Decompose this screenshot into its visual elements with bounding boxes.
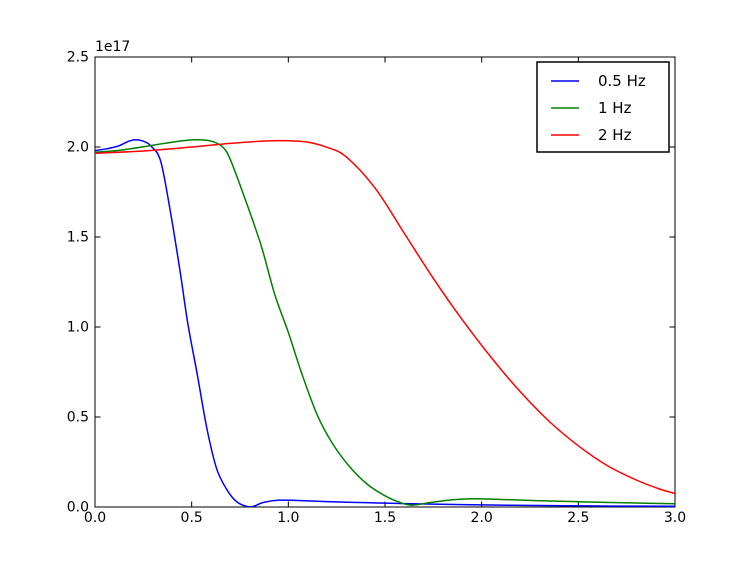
x-tick-label: 0.5 bbox=[181, 510, 203, 526]
x-tick-label: 2.5 bbox=[567, 510, 589, 526]
y-tick-label: 0.5 bbox=[67, 410, 89, 426]
y-tick-label: 1.5 bbox=[67, 230, 89, 246]
legend-entry-label: 2 Hz bbox=[598, 126, 632, 144]
y-tick-label: 1.0 bbox=[67, 320, 89, 336]
series-line-1-hz bbox=[95, 139, 675, 506]
y-tick-label: 0.0 bbox=[67, 500, 89, 516]
x-tick-label: 1.0 bbox=[277, 510, 299, 526]
y-axis-offset-label: 1e17 bbox=[95, 39, 130, 55]
y-tick-label: 2.5 bbox=[67, 50, 89, 66]
series-line-0.5-hz bbox=[95, 139, 675, 507]
legend-box bbox=[536, 61, 670, 153]
legend-entry-label: 0.5 Hz bbox=[598, 72, 646, 90]
x-tick-label: 3.0 bbox=[664, 510, 686, 526]
x-tick-label: 1.5 bbox=[374, 510, 396, 526]
x-tick-label: 0.0 bbox=[84, 510, 106, 526]
y-tick-label: 2.0 bbox=[67, 140, 89, 156]
series-line-2-hz bbox=[95, 139, 675, 495]
x-tick-label: 2.0 bbox=[471, 510, 493, 526]
legend-entry-label: 1 Hz bbox=[598, 99, 632, 117]
